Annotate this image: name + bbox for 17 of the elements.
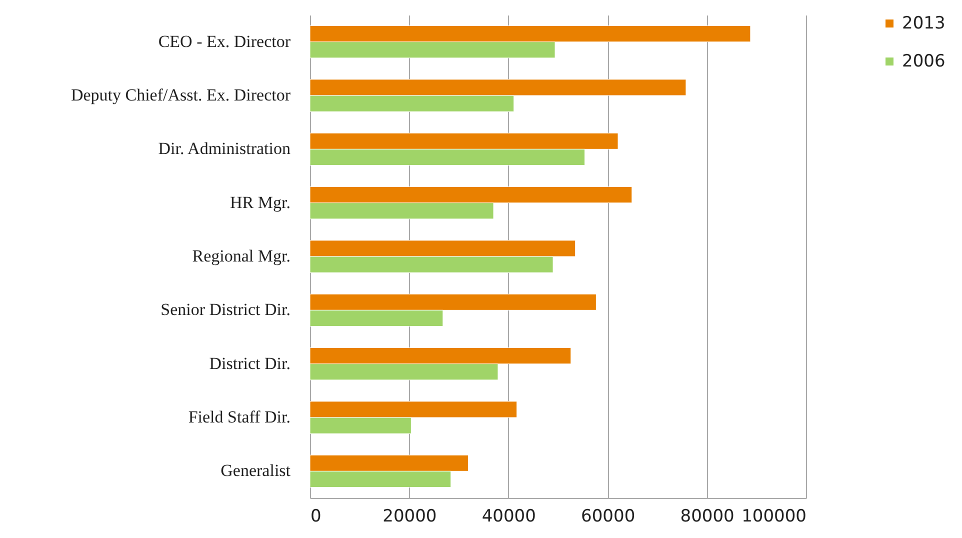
y-tick-label: Field Staff Dir. <box>188 408 290 426</box>
x-tick-label: 80000 <box>680 506 734 526</box>
x-tick-label: 100000 <box>742 506 806 526</box>
y-tick-label: CEO - Ex. Director <box>158 32 291 51</box>
y-tick-label: Generalist <box>220 461 291 480</box>
y-tick-label: Senior District Dir. <box>160 300 290 320</box>
y-tick-label: HR Mgr. <box>230 192 290 212</box>
x-tick-label: 20000 <box>382 506 437 526</box>
y-tick-label: Deputy Chief/Asst. Ex. Director <box>70 86 291 104</box>
legend-label: 2013 <box>902 14 946 34</box>
x-tick-label: 60000 <box>581 506 636 526</box>
x-tick-label: 0 <box>310 506 322 526</box>
y-tick-label: District Dir. <box>209 354 290 373</box>
legend-label: 2006 <box>902 52 946 72</box>
y-tick-label: Dir. Administration <box>158 139 291 158</box>
y-tick-label: Regional Mgr. <box>192 246 290 266</box>
x-tick-label: 40000 <box>482 506 536 526</box>
